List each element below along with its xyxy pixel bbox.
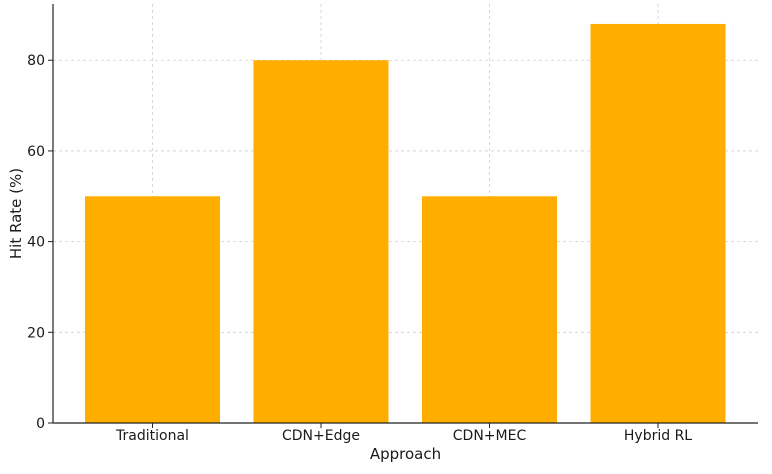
x-axis-label: Approach (370, 445, 441, 463)
y-tick-label: 20 (27, 325, 45, 341)
labels-layer: 0 20 40 60 80 Traditional CDN+Edge CDN+MEC Hybri… (27, 53, 692, 444)
x-tick-label: Traditional (115, 428, 189, 444)
x-tick-label: CDN+MEC (453, 428, 527, 444)
y-tick-label: 80 (27, 53, 45, 69)
bar-traditional (85, 196, 220, 423)
y-tick-label: 0 (36, 416, 45, 432)
bar-cdn-mec (422, 196, 557, 423)
x-tick-label: Hybrid RL (624, 428, 692, 444)
y-tick-label: 40 (27, 235, 45, 251)
bar-hybrid-rl (590, 23, 726, 423)
x-tick-label: CDN+Edge (282, 428, 360, 444)
y-axis-label: Hit Rate (%) (7, 168, 25, 259)
bars-layer (85, 23, 726, 424)
bar-cdn-edge (253, 60, 389, 424)
y-tick-label: 60 (27, 144, 45, 160)
axes-layer (48, 4, 758, 428)
